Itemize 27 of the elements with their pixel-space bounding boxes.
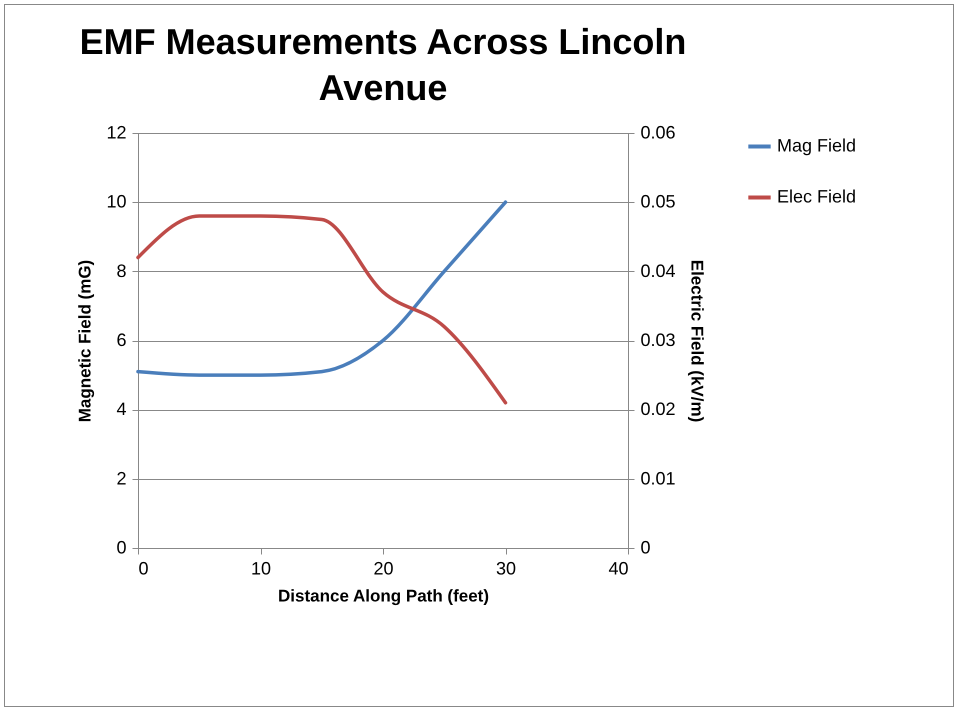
y2-tick-label: 0.06 (640, 122, 676, 142)
x-tick-label: 30 (496, 558, 516, 578)
y-axis-title: Magnetic Field (mG) (75, 260, 94, 422)
chart-title: EMF Measurements Across Lincoln Avenue (80, 21, 686, 108)
y-tick-label: 12 (106, 122, 126, 142)
legend-label: Mag Field (777, 136, 856, 156)
legend-label: Elec Field (777, 186, 856, 206)
y-tick-label: 6 (116, 330, 126, 350)
y-tick-label: 4 (116, 399, 126, 420)
y2-axis-title: Electric Field (kV/m) (688, 260, 707, 422)
y2-tick-label: 0.05 (640, 192, 676, 212)
y-tick-label: 8 (116, 260, 126, 281)
line-series (136, 200, 508, 377)
y-tick-label: 10 (106, 192, 126, 212)
y-tick-label: 0 (116, 538, 126, 558)
x-tick-label: 20 (373, 558, 394, 578)
y2-tick-label: 0.01 (640, 468, 676, 488)
line-series (136, 214, 508, 404)
x-tick-label: 0 (138, 558, 149, 578)
y2-tick-label: 0 (640, 538, 651, 558)
y2-tick-label: 0.03 (640, 330, 676, 350)
x-tick-label: 10 (250, 558, 272, 578)
x-axis-title: Distance Along Path (feet) (278, 586, 489, 606)
x-tick-label: 40 (608, 558, 628, 578)
y-tick-label: 2 (116, 468, 126, 488)
y2-tick-label: 0.04 (640, 260, 676, 281)
y2-tick-label: 0.02 (640, 399, 676, 420)
